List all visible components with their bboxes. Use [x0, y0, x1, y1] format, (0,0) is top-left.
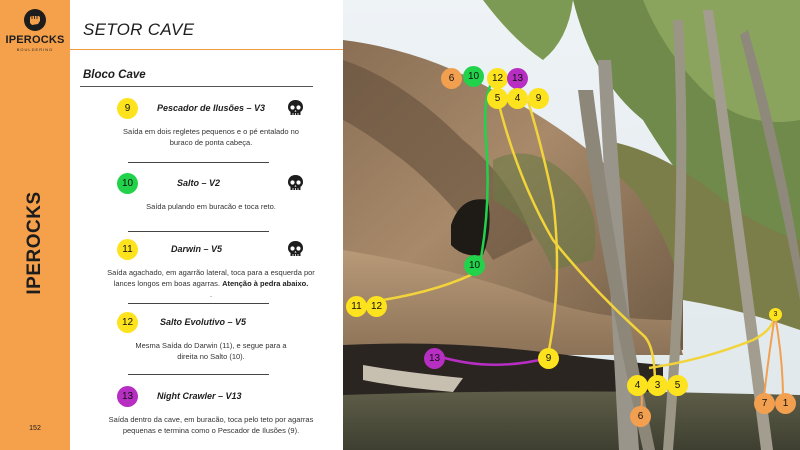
route-description-line: buraco de ponta cabeça.: [169, 138, 253, 147]
route-entry: 9 Pescador de Ilusões – V3 Saída em dois…: [80, 98, 342, 148]
fist-logo-icon: [24, 9, 46, 31]
route-marker: 6: [630, 406, 651, 427]
route-marker: 13: [424, 348, 445, 369]
route-divider: [128, 231, 269, 232]
route-marker: 7: [754, 393, 775, 414]
route-description-line: Saída agachado, em agarrão lateral, toca…: [107, 268, 315, 277]
route-marker: 3: [647, 375, 668, 396]
route-entry: 12 Salto Evolutivo – V5 Mesma Saída do D…: [80, 312, 342, 362]
route-marker: 12: [487, 68, 508, 89]
route-number-badge: 10: [117, 173, 138, 194]
route-marker: 10: [464, 255, 485, 276]
route-marker: 13: [507, 68, 528, 89]
route-number-badge: 9: [117, 98, 138, 119]
skull-icon: [288, 175, 303, 190]
brand-logo: IPEROCKS BOULDERING: [0, 8, 70, 52]
route-description-line: lances longos em boas agarras.: [113, 279, 223, 288]
route-marker: 9: [528, 88, 549, 109]
route-entry: 10 Salto – V2 Saída pulando em buracão e…: [80, 173, 342, 212]
route-description: Saída dentro da cave, em buracão, toca p…: [80, 414, 342, 436]
route-description: Saída pulando em buracão e toca reto.: [80, 201, 342, 212]
page-number: 152: [29, 425, 41, 432]
route-warning: Atenção à pedra abaixo.: [222, 279, 309, 288]
route-marker: 4: [507, 88, 528, 109]
route-name: Salto – V2: [177, 178, 221, 188]
route-description-line: pequenas e termina como o Pescador de Il…: [122, 426, 300, 435]
route-marker: 11: [346, 296, 367, 317]
route-description-line: Saída em dois regletes pequenos e o pé e…: [123, 127, 299, 136]
side-band: IPEROCKS BOULDERING IPEROCKS 152: [0, 0, 70, 450]
skull-icon: [288, 100, 303, 115]
route-description: Saída em dois regletes pequenos e o pé e…: [80, 126, 342, 148]
route-entry: 13 Night Crawler – V13 Saída dentro da c…: [80, 386, 342, 436]
route-name: Salto Evolutivo – V5: [160, 317, 247, 327]
route-description: Saída agachado, em agarrão lateral, toca…: [80, 267, 342, 300]
route-number-badge: 13: [117, 386, 138, 407]
route-description-line: Saída pulando em buracão e toca reto.: [146, 202, 276, 211]
route-marker: 1: [775, 393, 796, 414]
skull-icon: [288, 241, 303, 256]
route-marker: 10: [463, 66, 484, 87]
route-marker: 4: [627, 375, 648, 396]
route-name: Pescador de Ilusões – V3: [157, 103, 266, 113]
route-divider: [128, 374, 269, 375]
route-entry: 11 Darwin – V5 Saída agachado, em agarrã…: [80, 239, 342, 300]
route-description-line: Mesma Saída do Darwin (11), e segue para…: [135, 341, 287, 350]
route-description-line: direita no Salto (10).: [177, 352, 245, 361]
route-marker: 9: [538, 348, 559, 369]
brand-name: IPEROCKS: [5, 34, 65, 46]
block-divider: [80, 86, 313, 87]
route-description: Mesma Saída do Darwin (11), e segue para…: [80, 340, 342, 362]
route-marker: 6: [441, 68, 462, 89]
sector-title: SETOR CAVE: [83, 20, 195, 39]
route-marker: 5: [667, 375, 688, 396]
route-divider: [128, 303, 269, 304]
vertical-brand-title: IPEROCKS: [24, 191, 45, 295]
title-divider: [70, 49, 345, 50]
route-number-badge: 11: [117, 239, 138, 260]
boulder-photo: 6 10 12 13 5 4 9 10 11 12 3 13 9 4 3 5 6…: [343, 0, 800, 450]
route-divider: [128, 162, 269, 163]
block-title: Bloco Cave: [83, 69, 146, 81]
route-marker: 5: [487, 88, 508, 109]
route-description-line: .: [209, 290, 213, 299]
route-name: Darwin – V5: [171, 244, 223, 254]
route-number-badge: 12: [117, 312, 138, 333]
route-marker: 3: [769, 308, 782, 321]
route-marker: 12: [366, 296, 387, 317]
route-name: Night Crawler – V13: [157, 391, 242, 401]
boulder-topo-illustration: [343, 0, 800, 450]
brand-subtitle: BOULDERING: [16, 47, 54, 52]
route-description-line: Saída dentro da cave, em buracão, toca p…: [108, 415, 314, 424]
